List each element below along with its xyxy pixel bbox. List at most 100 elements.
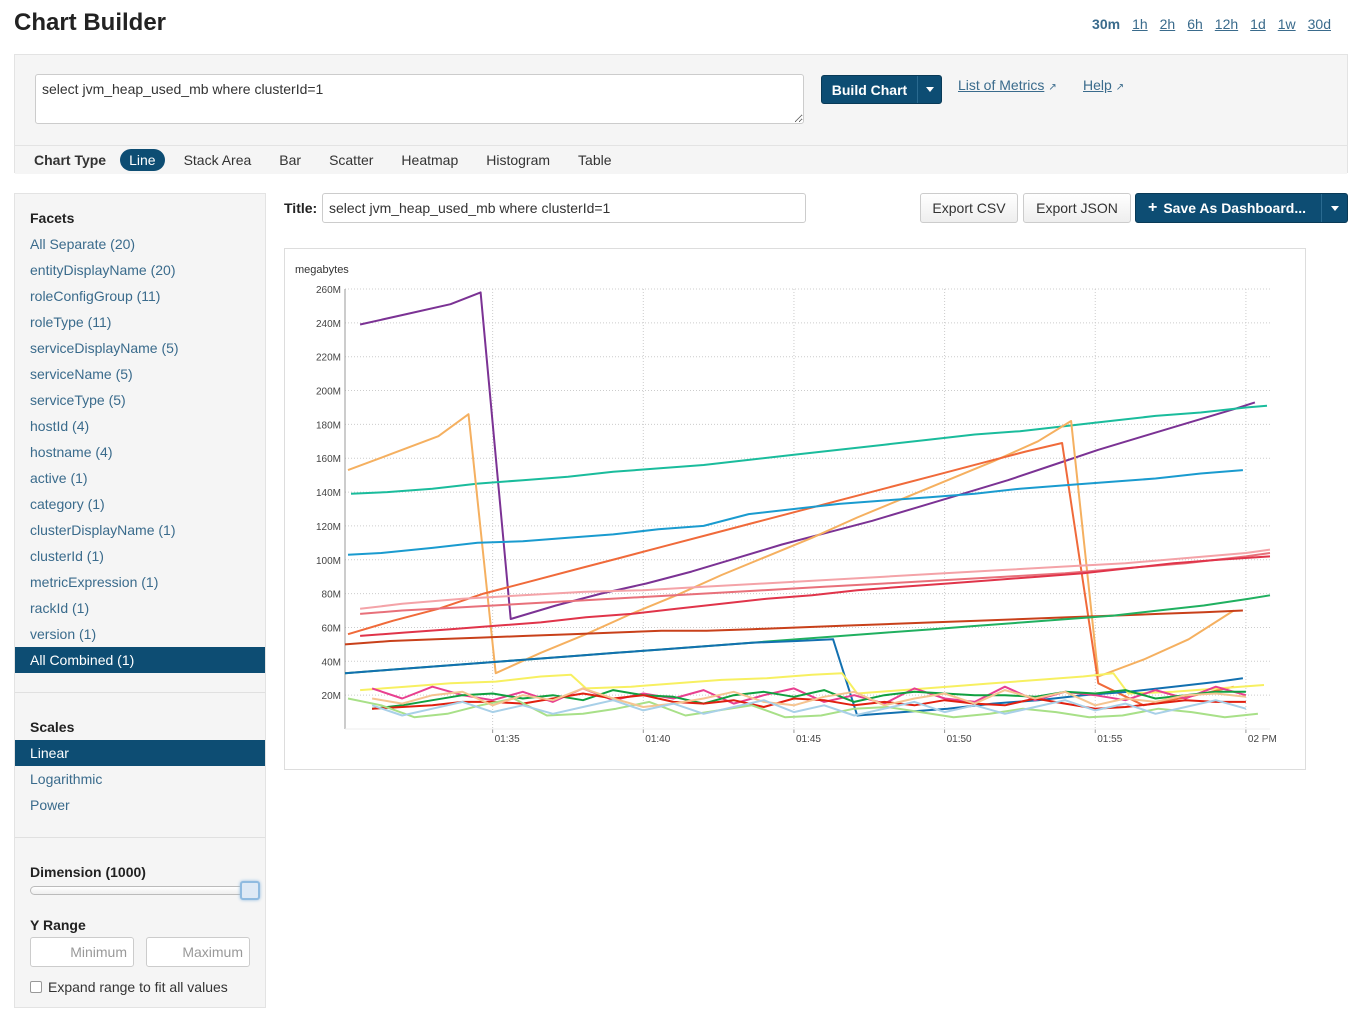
chart-container: megabytes 20M 40M 60M 80M 100M 120M 140M 160M 180… [284, 248, 1306, 770]
y-tick-label: 260M [316, 285, 341, 296]
facet-item[interactable]: All Separate (20) [30, 236, 136, 252]
time-range-30m[interactable]: 30m [1092, 16, 1121, 32]
y-range-min-input[interactable] [30, 937, 134, 967]
series-line-1 [359, 291, 1256, 620]
series-line-18 [371, 699, 1247, 717]
scale-item-logarithmic[interactable]: Logarithmic [30, 771, 103, 787]
facet-item[interactable]: clusterDisplayName (1) [30, 522, 176, 538]
facet-item[interactable]: rackId (1) [30, 600, 90, 616]
y-axis-label: megabytes [295, 264, 349, 276]
facet-item[interactable]: hostname (4) [30, 444, 113, 460]
facet-item[interactable]: serviceDisplayName (5) [30, 340, 179, 356]
facets-heading: Facets [30, 210, 75, 226]
build-chart-label[interactable]: Build Chart [831, 81, 908, 98]
chart-title-input[interactable] [322, 193, 806, 223]
facet-list: All Separate (20) entityDisplayName (20) r… [15, 231, 265, 673]
dimension-label: Dimension (1000) [30, 864, 146, 880]
x-tick-label: 01:45 [796, 734, 821, 745]
time-range-2h[interactable]: 2h [1159, 16, 1176, 32]
chevron-down-icon [925, 87, 934, 92]
time-range-1d[interactable]: 1d [1250, 16, 1266, 32]
chart-type-line[interactable]: Line [120, 149, 165, 171]
series-line-3 [347, 413, 1235, 678]
x-tick-label: 01:35 [495, 734, 520, 745]
time-range-12h[interactable]: 12h [1214, 16, 1239, 32]
series-line-4 [347, 442, 1235, 707]
y-tick-label: 60M [322, 623, 341, 634]
facet-item[interactable]: entityDisplayName (20) [30, 262, 176, 278]
build-chart-button[interactable]: Build Chart [821, 75, 942, 104]
y-range-max-input[interactable] [146, 937, 250, 967]
x-tick-label: 01:40 [645, 734, 670, 745]
sidebar: Facets All Separate (20) entityDisplayNam… [14, 193, 266, 1008]
y-tick-label: 240M [316, 319, 341, 330]
export-csv-button[interactable]: Export CSV [920, 193, 1018, 223]
series-line-2 [350, 404, 1268, 495]
series-line-17 [371, 687, 1247, 708]
time-range-1w[interactable]: 1w [1277, 16, 1296, 32]
time-range-selector: 30m 1h 2h 6h 12h 1d 1w 30d [1092, 16, 1331, 32]
facet-item[interactable]: serviceType (5) [30, 392, 126, 408]
time-range-6h[interactable]: 6h [1187, 16, 1203, 32]
scales-heading: Scales [30, 719, 75, 735]
series-line-5 [347, 469, 1243, 556]
chart-type-bar[interactable]: Bar [279, 152, 302, 168]
build-chart-dropdown[interactable] [917, 76, 941, 103]
facet-item[interactable]: roleType (11) [30, 314, 112, 330]
divider [15, 692, 265, 693]
expand-range-checkbox[interactable] [30, 981, 42, 993]
divider [15, 837, 265, 838]
y-tick-label: 40M [322, 657, 341, 668]
facet-item[interactable]: roleConfigGroup (11) [30, 288, 161, 304]
save-dashboard-dropdown[interactable] [1321, 194, 1347, 222]
series-line-8 [360, 555, 1271, 637]
series-line-16 [347, 697, 1259, 719]
title-label: Title: [284, 200, 318, 216]
time-range-1h[interactable]: 1h [1132, 16, 1148, 32]
help-link-wrap[interactable]: Help ↗︎ [1083, 77, 1124, 93]
save-as-dashboard-label[interactable]: Save As Dashboard... [1163, 200, 1306, 216]
chart-type-stack-area[interactable]: Stack Area [183, 152, 252, 168]
plus-icon: + [1148, 199, 1158, 216]
dimension-slider-track[interactable] [30, 886, 250, 895]
facet-item[interactable]: All Combined (1) [15, 647, 265, 673]
y-tick-label: 220M [316, 353, 341, 364]
facet-item[interactable]: category (1) [30, 496, 105, 512]
y-tick-label: 20M [322, 691, 341, 702]
scale-item-power[interactable]: Power [30, 797, 70, 813]
time-range-30d[interactable]: 30d [1307, 16, 1331, 32]
x-tick-label: 01:55 [1097, 734, 1122, 745]
facet-item[interactable]: active (1) [30, 470, 88, 486]
facet-item[interactable]: clusterId (1) [30, 548, 104, 564]
expand-range-label: Expand range to fit all values [48, 979, 228, 995]
chart-type-scatter[interactable]: Scatter [329, 152, 374, 168]
query-input[interactable]: select jvm_heap_used_mb where clusterId=… [35, 74, 804, 124]
series-line-11 [344, 638, 1244, 717]
help-link[interactable]: Help [1083, 77, 1112, 93]
chart-type-table[interactable]: Table [578, 152, 612, 168]
facet-item[interactable]: metricExpression (1) [30, 574, 159, 590]
scale-item-linear[interactable]: Linear [15, 740, 265, 766]
list-of-metrics-link-wrap[interactable]: List of Metrics ↗︎ [958, 77, 1057, 93]
page-title: Chart Builder [14, 9, 167, 36]
y-tick-label: 200M [316, 387, 341, 398]
facet-item[interactable]: serviceName (5) [30, 366, 133, 382]
y-range-label: Y Range [30, 917, 86, 933]
x-tick-label: 01:50 [947, 734, 972, 745]
dimension-slider-handle[interactable] [240, 881, 260, 900]
chart-type-histogram[interactable]: Histogram [486, 152, 551, 168]
export-json-button[interactable]: Export JSON [1023, 193, 1131, 223]
line-chart: megabytes 20M 40M 60M 80M 100M 120M 140M 160M 180… [295, 264, 1277, 745]
list-of-metrics-link[interactable]: List of Metrics [958, 77, 1045, 93]
chart-type-heatmap[interactable]: Heatmap [401, 152, 459, 168]
series-line-12 [360, 672, 1265, 695]
save-as-dashboard-button[interactable]: + Save As Dashboard... [1135, 193, 1348, 223]
chevron-down-icon [1330, 205, 1339, 211]
facet-item[interactable]: hostId (4) [30, 418, 90, 434]
facet-item[interactable]: version (1) [30, 626, 97, 642]
chart-type-label: Chart Type [34, 152, 107, 168]
series-line-6 [359, 548, 1271, 610]
x-tick-label: 02 PM [1248, 734, 1277, 745]
external-link-icon: ↗︎ [1115, 82, 1125, 93]
scale-list: Linear Logarithmic Power [15, 740, 265, 818]
